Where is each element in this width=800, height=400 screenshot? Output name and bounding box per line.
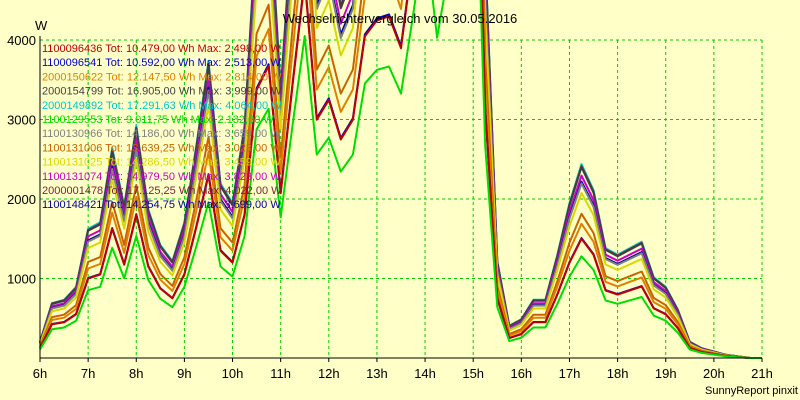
- legend-item-1100129553: 1100129553 Tot: 9.011,75 Wh Max: 2.132,0…: [42, 114, 274, 126]
- x-tick-label: 14h: [414, 366, 436, 381]
- y-tick-label: 3000: [7, 113, 36, 128]
- y-axis-unit: W: [35, 18, 48, 33]
- x-tick-label: 9h: [177, 366, 191, 381]
- legend-item-2000154799: 2000154799 Tot: 16.905,00 Wh Max: 3.999,…: [42, 86, 282, 98]
- series-layer: [39, 0, 762, 359]
- x-tick-label: 8h: [129, 366, 143, 381]
- y-tick-label: 4000: [7, 33, 36, 48]
- legend-item-1100131006: 1100131006 Tot: 13.639,25 Wh Max: 3.023,…: [42, 142, 281, 154]
- y-tick-label: 2000: [7, 192, 36, 207]
- legend-item-1100130966: 1100130966 Tot: 14.186,00 Wh Max: 3.659,…: [42, 128, 281, 140]
- x-tick-label: 19h: [655, 366, 677, 381]
- x-tick-label: 13h: [366, 366, 388, 381]
- legend-item-1100131025: 1100131025 Tot: 14.286,50 Wh Max: 3.459,…: [42, 157, 281, 169]
- series-line-1100131074: [39, 0, 762, 359]
- series-line-1100131025: [39, 0, 762, 359]
- x-tick-label: 7h: [81, 366, 95, 381]
- x-tick-label: 17h: [559, 366, 581, 381]
- series-line-2000154799: [39, 0, 762, 359]
- x-tick-label: 21h: [751, 366, 773, 381]
- legend-item-1100131074: 1100131074 Tot: 14.979,50 Wh Max: 3.823,…: [42, 171, 281, 183]
- x-tick-label: 16h: [510, 366, 532, 381]
- footer-credit: SunnyReport pinxit: [705, 385, 798, 397]
- legend-item-1100096541: 1100096541 Tot: 10.592,00 Wh Max: 2.513,…: [42, 57, 281, 69]
- x-tick-label: 18h: [607, 366, 629, 381]
- series-line-1100131006: [39, 0, 762, 359]
- legend-item-1100148421: 1100148421 Tot: 14.254,75 Wh Max: 3.699,…: [42, 199, 281, 211]
- chart-title: Wechselrichtervergleich vom 30.05.2016: [283, 11, 518, 26]
- legend: 1100096436 Tot: 10.479,00 Wh Max: 2.498,…: [42, 43, 282, 211]
- y-tick-label: 1000: [7, 272, 36, 287]
- x-tick-label: 20h: [703, 366, 725, 381]
- x-tick-label: 15h: [462, 366, 484, 381]
- x-tick-label: 12h: [318, 366, 340, 381]
- series-line-1100129553: [39, 0, 762, 359]
- axes: 1000 2000 3000 4000 6h 7h 8h 9h 10h 11h 12h 13h 14h 1…: [7, 33, 773, 381]
- legend-item-2000001478: 2000001478 Tot: 17.125,25 Wh Max: 4.022,…: [42, 185, 282, 197]
- legend-item-2000150622: 2000150622 Tot: 12.147,50 Wh Max: 2.814,…: [42, 71, 282, 83]
- legend-item-1100096436: 1100096436 Tot: 10.479,00 Wh Max: 2.498,…: [42, 43, 281, 55]
- x-tick-label: 11h: [270, 366, 291, 381]
- series-line-1100130966: [39, 0, 762, 359]
- series-line-1100096436: [39, 0, 762, 359]
- x-tick-label: 6h: [33, 366, 47, 381]
- x-tick-label: 10h: [222, 366, 244, 381]
- series-line-2000150622: [39, 0, 762, 359]
- legend-item-2000149892: 2000149892 Tot: 17.291,63 Wh Max: 4.064,…: [42, 100, 282, 112]
